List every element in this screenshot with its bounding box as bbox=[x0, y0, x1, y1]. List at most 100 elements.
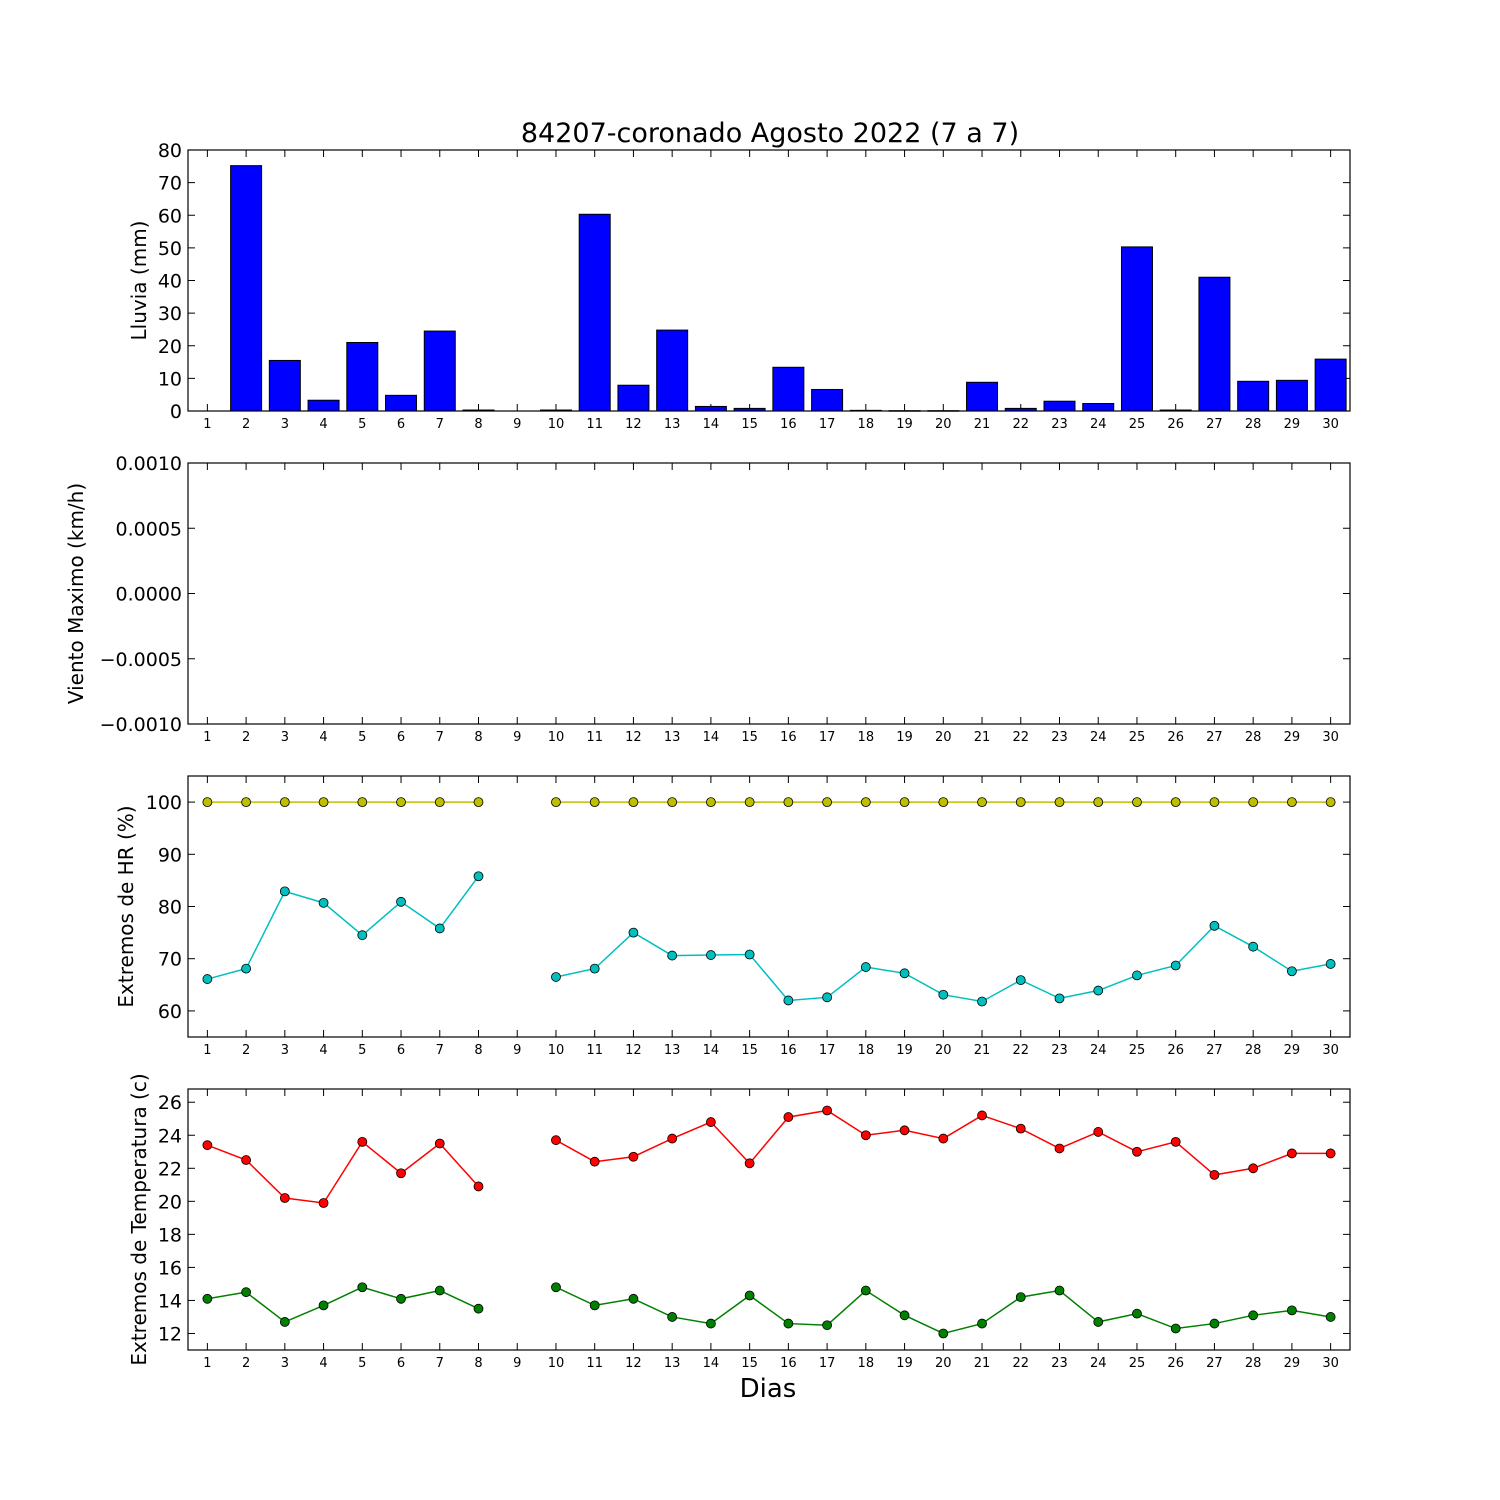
hr-max-point bbox=[977, 797, 987, 807]
temperature-xtick-label: 27 bbox=[1206, 1356, 1223, 1371]
temp-max-point bbox=[357, 1136, 368, 1147]
temp-max-point bbox=[1170, 1136, 1181, 1147]
rain-bar bbox=[385, 394, 418, 412]
temperature-xtick-label: 10 bbox=[548, 1356, 565, 1371]
rain-xtick-label: 2 bbox=[242, 417, 250, 432]
rain-xtick-label: 27 bbox=[1206, 417, 1223, 432]
rain-xtick-label: 9 bbox=[513, 417, 521, 432]
temp-min-point bbox=[1287, 1305, 1297, 1316]
wind-xtick-label: 6 bbox=[397, 730, 405, 745]
hr-max-point bbox=[1287, 797, 1297, 807]
temperature-xtick-label: 22 bbox=[1012, 1356, 1029, 1371]
wind-plot-frame bbox=[187, 462, 1351, 725]
temperature-xtick-label: 3 bbox=[281, 1356, 289, 1371]
temp-min-point bbox=[1093, 1317, 1104, 1327]
hr-max-point bbox=[202, 797, 213, 807]
hr-min-point bbox=[977, 996, 987, 1007]
rain-xtick-label: 25 bbox=[1129, 417, 1146, 432]
temp-max-point bbox=[706, 1117, 716, 1127]
temperature-xtick-label: 5 bbox=[358, 1356, 366, 1371]
wind-xtick-label: 16 bbox=[780, 730, 797, 745]
temperature-xtick-label: 14 bbox=[703, 1356, 720, 1371]
rain-bar bbox=[539, 409, 572, 412]
temperature-xtick-label: 12 bbox=[625, 1356, 642, 1371]
rain-bar bbox=[966, 381, 999, 412]
humidity-xtick-label: 2 bbox=[242, 1043, 250, 1058]
hr-min-point bbox=[822, 992, 832, 1003]
temperature-xtick-label: 18 bbox=[858, 1356, 875, 1371]
rain-ytick-label: 40 bbox=[158, 271, 182, 293]
hr-max-point bbox=[706, 797, 716, 807]
humidity-xtick-label: 8 bbox=[474, 1043, 482, 1058]
temp-max-point bbox=[1248, 1163, 1259, 1174]
temp-min-point bbox=[783, 1318, 794, 1329]
humidity-xtick-label: 1 bbox=[203, 1043, 211, 1058]
rain-bar bbox=[1237, 380, 1270, 412]
humidity-ytick-label: 80 bbox=[158, 897, 182, 919]
hr-max-point bbox=[551, 797, 561, 807]
temp-max-point bbox=[822, 1105, 832, 1116]
hr-min-point bbox=[202, 974, 213, 984]
wind-xtick-label: 1 bbox=[203, 730, 211, 745]
wind-xtick-label: 21 bbox=[974, 730, 991, 745]
rain-bar bbox=[268, 359, 301, 412]
temp-min-point bbox=[628, 1293, 639, 1304]
rain-xtick-label: 30 bbox=[1322, 417, 1339, 432]
hr-max-point bbox=[396, 797, 406, 807]
temp-max-point bbox=[783, 1112, 794, 1122]
temp-min-point bbox=[357, 1282, 368, 1293]
temperature-ytick-label: 16 bbox=[158, 1257, 182, 1279]
rain-xtick-label: 29 bbox=[1284, 417, 1301, 432]
humidity-xtick-label: 17 bbox=[819, 1043, 836, 1058]
rain-xtick-label: 21 bbox=[974, 417, 991, 432]
rain-xtick-label: 13 bbox=[664, 417, 681, 432]
hr-min-point bbox=[279, 886, 290, 897]
hr-min-point bbox=[667, 950, 678, 961]
rain-bar bbox=[230, 165, 263, 412]
hr-max-point bbox=[1132, 797, 1142, 807]
temp-max-point bbox=[1325, 1148, 1336, 1159]
temp-max-point bbox=[628, 1151, 639, 1162]
temp-max-point bbox=[667, 1133, 678, 1144]
rain-bar bbox=[849, 409, 882, 412]
temperature-xtick-label: 16 bbox=[780, 1356, 797, 1371]
hr-min-point bbox=[1132, 970, 1142, 981]
temperature-ytick-label: 18 bbox=[158, 1224, 182, 1246]
hr-min-point bbox=[860, 962, 871, 972]
temp-min-point bbox=[977, 1318, 987, 1329]
humidity-ytick-label: 100 bbox=[146, 792, 182, 814]
temp-max-point bbox=[473, 1181, 484, 1192]
wind-xtick-label: 28 bbox=[1245, 730, 1262, 745]
rain-ytick-label: 50 bbox=[158, 238, 182, 260]
hr-max-point bbox=[860, 797, 871, 807]
rain-xtick-label: 19 bbox=[896, 417, 913, 432]
humidity-xtick-label: 25 bbox=[1129, 1043, 1146, 1058]
rain-xtick-label: 17 bbox=[819, 417, 836, 432]
rain-xtick-label: 4 bbox=[319, 417, 327, 432]
humidity-y-axis-label: Extremos de HR (%) bbox=[114, 805, 138, 1007]
temperature-xtick-label: 9 bbox=[513, 1356, 521, 1371]
humidity-xtick-label: 5 bbox=[358, 1043, 366, 1058]
rain-xtick-label: 24 bbox=[1090, 417, 1107, 432]
temperature-xtick-label: 23 bbox=[1051, 1356, 1068, 1371]
hr-max-point bbox=[357, 797, 368, 807]
temp-min-point bbox=[589, 1300, 600, 1311]
rain-xtick-label: 15 bbox=[741, 417, 758, 432]
rain-xtick-label: 26 bbox=[1167, 417, 1184, 432]
hr-min-point bbox=[357, 930, 368, 941]
rain-xtick-label: 23 bbox=[1051, 417, 1068, 432]
rain-y-axis-label: Lluvia (mm) bbox=[127, 221, 151, 341]
rain-xtick-label: 10 bbox=[548, 417, 565, 432]
humidity-xtick-label: 24 bbox=[1090, 1043, 1107, 1058]
wind-xtick-label: 4 bbox=[319, 730, 327, 745]
humidity-xtick-label: 30 bbox=[1322, 1043, 1339, 1058]
temp-min-point bbox=[1132, 1308, 1142, 1319]
temp-min-point bbox=[1170, 1323, 1181, 1334]
rain-bar bbox=[656, 329, 689, 412]
temp-max-point bbox=[977, 1110, 987, 1121]
temp-max-point bbox=[860, 1130, 871, 1141]
temperature-xtick-label: 19 bbox=[896, 1356, 913, 1371]
humidity-xtick-label: 10 bbox=[548, 1043, 565, 1058]
temp-min-point bbox=[1248, 1310, 1259, 1321]
